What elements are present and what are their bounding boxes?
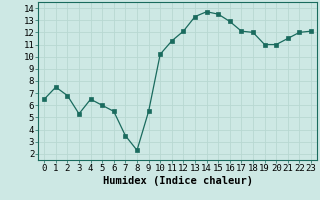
X-axis label: Humidex (Indice chaleur): Humidex (Indice chaleur) [103, 176, 252, 186]
